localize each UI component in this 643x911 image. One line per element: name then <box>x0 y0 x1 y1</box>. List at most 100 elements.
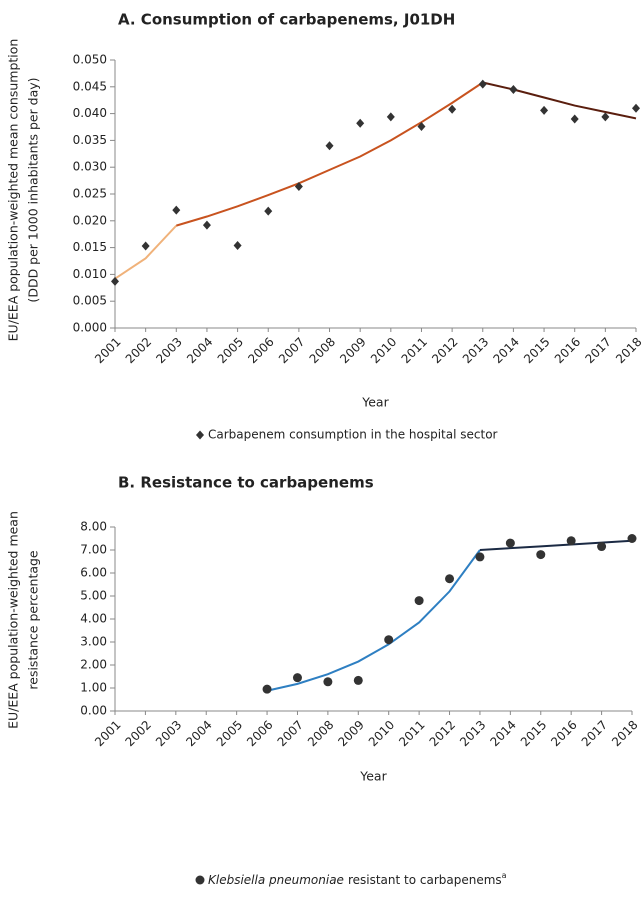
y-tick-label: 0.040 <box>73 106 107 120</box>
y-tick-label: 0.035 <box>73 133 107 147</box>
legend-label: Carbapenem consumption in the hospital s… <box>208 428 498 442</box>
x-tick-label: 2012 <box>427 718 458 749</box>
trend-line <box>176 81 484 227</box>
x-tick-label: 2006 <box>244 718 275 749</box>
x-tick-label: 2018 <box>609 718 640 749</box>
data-point <box>384 635 394 645</box>
x-tick-label: 2004 <box>183 718 214 749</box>
data-point <box>264 206 273 216</box>
y-tick-label: 8.00 <box>80 520 107 534</box>
data-point <box>445 574 455 584</box>
x-tick-label: 2003 <box>153 718 184 749</box>
x-tick-label: 2010 <box>368 335 399 366</box>
y-tick-label: 6.00 <box>80 566 107 580</box>
y-tick-label: 0.00 <box>80 704 107 718</box>
x-tick-label: 2016 <box>548 718 579 749</box>
x-tick-label: 2001 <box>92 335 123 366</box>
data-point <box>111 276 119 286</box>
x-tick-label: 2011 <box>399 335 430 366</box>
y-tick-label: 0.045 <box>73 79 107 93</box>
trend-line <box>266 549 481 692</box>
x-axis-label: Year <box>359 769 387 784</box>
legend-text: resistant to carbapenems <box>348 873 502 887</box>
x-tick-label: 2007 <box>276 335 307 366</box>
y-tick-label: 7.00 <box>80 543 107 557</box>
data-point <box>141 241 150 251</box>
x-tick-label: 2002 <box>123 718 154 749</box>
x-tick-label: 2015 <box>518 718 549 749</box>
data-point <box>475 552 485 562</box>
x-tick-label: 2008 <box>305 718 336 749</box>
data-point <box>570 114 579 124</box>
y-tick-label: 1.00 <box>80 681 107 695</box>
legend-label: Klebsiella pneumoniae resistant to carbap… <box>208 871 507 887</box>
y-tick-label: 0.010 <box>73 267 107 281</box>
x-tick-label: 2018 <box>613 335 643 366</box>
data-point <box>172 205 181 215</box>
x-tick-label: 2006 <box>245 335 276 366</box>
data-point <box>509 84 518 94</box>
x-tick-label: 2010 <box>366 718 397 749</box>
data-point <box>627 534 637 543</box>
data-point <box>601 112 610 122</box>
data-point <box>505 538 515 548</box>
data-point <box>325 141 334 151</box>
x-tick-label: 2007 <box>275 718 306 749</box>
legend-italic: Klebsiella pneumoniae <box>208 873 344 887</box>
x-tick-label: 2011 <box>396 718 427 749</box>
y-axis-label: EU/EEA population-weighted mean <box>6 511 21 729</box>
data-point <box>536 550 546 560</box>
y-tick-label: 0.000 <box>73 321 107 335</box>
x-tick-label: 2014 <box>491 335 522 366</box>
data-point <box>202 220 211 230</box>
x-tick-label: 2015 <box>521 335 552 366</box>
y-tick-label: 0.050 <box>73 53 107 67</box>
x-tick-label: 2017 <box>579 718 610 749</box>
y-tick-label: 0.020 <box>73 213 107 227</box>
x-tick-label: 2003 <box>153 335 184 366</box>
data-point <box>417 121 426 131</box>
trend-line <box>482 81 637 120</box>
chart-title: A. Consumption of carbapenems, J01DH <box>118 11 455 29</box>
x-tick-label: 2005 <box>215 335 246 366</box>
data-point <box>632 103 640 113</box>
x-tick-label: 2016 <box>552 335 583 366</box>
data-point <box>353 675 363 685</box>
data-point <box>566 536 576 546</box>
y-axis-label: (DDD per 1000 inhabitants per day) <box>26 77 41 302</box>
data-point <box>233 240 242 250</box>
data-point <box>540 105 549 115</box>
x-tick-label: 2009 <box>337 335 368 366</box>
data-point <box>478 79 487 89</box>
data-point <box>414 596 424 606</box>
x-tick-label: 2017 <box>582 335 613 366</box>
x-tick-label: 2001 <box>92 718 123 749</box>
x-tick-label: 2008 <box>307 335 338 366</box>
data-point <box>386 112 395 122</box>
x-tick-label: 2004 <box>184 335 215 366</box>
data-point <box>262 684 272 694</box>
x-tick-label: 2013 <box>457 718 488 749</box>
data-point <box>597 542 607 552</box>
x-tick-label: 2005 <box>214 718 245 749</box>
y-axis-label: EU/EEA population-weighted mean consumpt… <box>6 39 21 342</box>
y-axis-label: resistance percentage <box>26 550 41 690</box>
x-tick-label: 2002 <box>123 335 154 366</box>
y-tick-label: 0.015 <box>73 240 107 254</box>
y-tick-label: 4.00 <box>80 612 107 626</box>
data-point <box>448 104 457 114</box>
data-point <box>323 677 333 687</box>
y-tick-label: 2.00 <box>80 658 107 672</box>
x-tick-label: 2012 <box>429 335 460 366</box>
legend-note: a <box>502 871 507 880</box>
trend-line <box>479 539 633 551</box>
y-tick-label: 5.00 <box>80 589 107 603</box>
data-point <box>292 673 302 683</box>
x-tick-label: 2009 <box>335 718 366 749</box>
x-tick-label: 2013 <box>460 335 491 366</box>
trend-line <box>114 224 178 280</box>
y-tick-label: 0.005 <box>73 294 107 308</box>
y-tick-label: 0.025 <box>73 187 107 201</box>
x-tick-label: 2014 <box>487 718 518 749</box>
